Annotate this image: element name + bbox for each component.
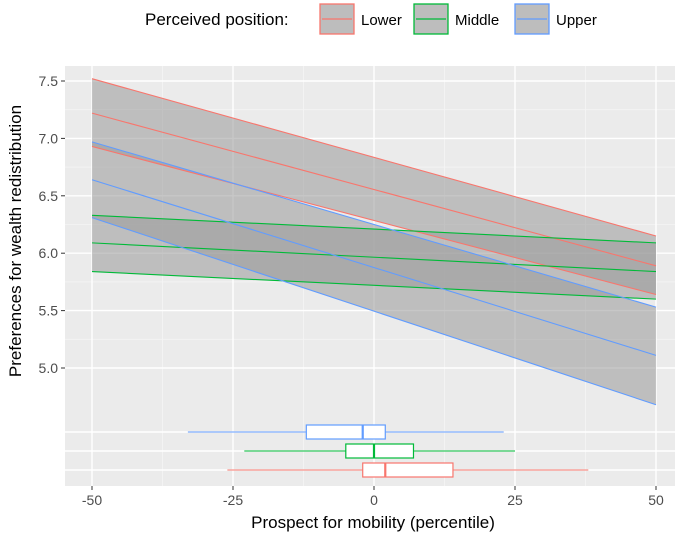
x-axis: -50 -25 0 25 50 — [82, 486, 664, 508]
box — [362, 462, 454, 478]
box — [345, 443, 415, 459]
fit-lines — [91, 78, 657, 406]
lower-fit-line — [91, 112, 657, 267]
y-tick-label: 5.5 — [39, 303, 59, 319]
y-tick-label: 6.0 — [39, 245, 59, 261]
legend-title: Perceived position: — [145, 10, 289, 29]
middle-upper-line — [91, 214, 657, 244]
y-tick-label: 7.0 — [39, 130, 59, 146]
y-tick-label: 7.5 — [39, 73, 59, 89]
y-tick-label: 5.0 — [39, 360, 59, 376]
upper-upper-line — [91, 141, 657, 308]
y-axis: 5.0 5.5 6.0 6.5 7.0 7.5 — [39, 73, 65, 376]
lower-upper-line — [91, 78, 657, 237]
legend-entry-lower: Lower — [319, 3, 402, 35]
upper-lower-line — [91, 217, 657, 406]
x-tick-label: 0 — [370, 492, 378, 508]
boxplot-lower — [227, 462, 589, 478]
x-tick-label: 25 — [507, 492, 523, 508]
confidence-band-upper — [92, 141, 656, 405]
legend-label: Upper — [556, 12, 597, 29]
x-axis-title: Prospect for mobility (percentile) — [251, 513, 495, 532]
legend-label: Middle — [455, 12, 499, 29]
legend-label: Lower — [361, 12, 402, 29]
boxplot-middle — [244, 443, 515, 459]
boxplots — [187, 424, 589, 478]
x-tick-label: -50 — [82, 492, 102, 508]
legend-entry-upper: Upper — [514, 3, 597, 35]
boxplot-upper — [187, 424, 504, 440]
x-tick-label: 50 — [648, 492, 664, 508]
legend-entry-middle: Middle — [413, 3, 499, 35]
y-axis-title: Preferences for wealth redistribution — [6, 105, 25, 377]
legend: Perceived position: Lower Middle Upper — [145, 3, 597, 35]
middle-lower-line — [91, 271, 657, 300]
box — [305, 424, 386, 440]
upper-fit-line — [91, 179, 657, 356]
middle-fit-line — [91, 242, 657, 273]
lower-lower-line — [91, 145, 657, 296]
x-tick-label: -25 — [223, 492, 243, 508]
y-tick-label: 6.5 — [39, 188, 59, 204]
